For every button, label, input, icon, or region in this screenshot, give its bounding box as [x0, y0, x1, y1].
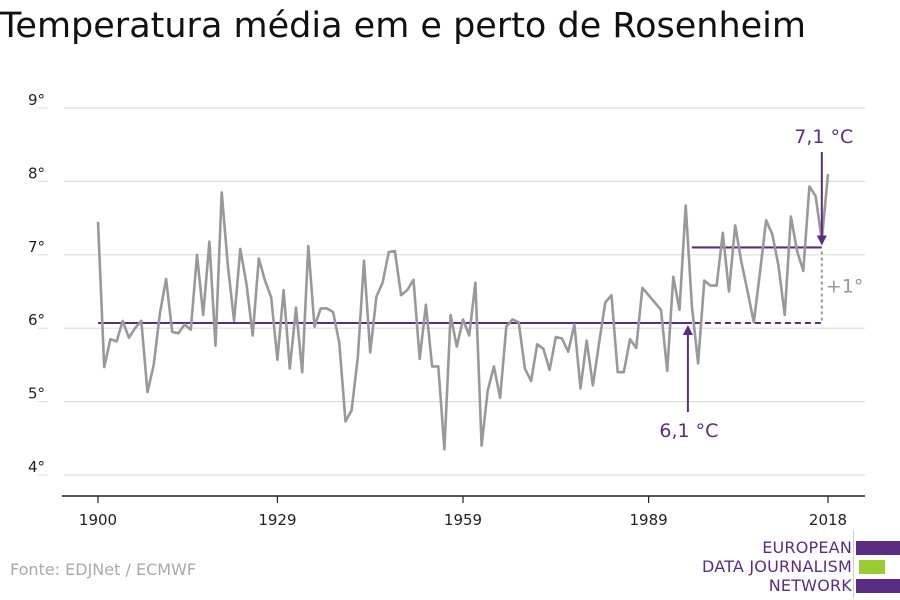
x-tick-label: 2018: [809, 511, 847, 529]
y-axis: 4° 5° 6° 7° 8° 9°: [28, 91, 48, 476]
x-tick-label: 1959: [444, 511, 482, 529]
temperature-line: [96, 173, 830, 451]
logo-line-2: DATA JOURNALISM: [702, 557, 852, 576]
gridlines: [64, 107, 865, 476]
annotation-label-after: 7,1 °C: [794, 126, 853, 148]
annotation-label-before: 6,1 °C: [659, 420, 718, 442]
reference-lines: [98, 246, 823, 325]
y-tick-label: 4°: [28, 458, 45, 476]
x-tick-label: 1989: [629, 511, 667, 529]
x-axis: 1900 1929 1959 1989 2018: [62, 495, 865, 529]
source-note: Fonte: EDJNet / ECMWF: [10, 560, 197, 579]
y-tick-label: 8°: [28, 164, 45, 182]
logo-line-1: EUROPEAN: [762, 538, 852, 557]
y-tick-label: 6°: [28, 311, 45, 329]
annotation-arrowhead-after: [816, 235, 827, 246]
edjnet-logo: EUROPEAN DATA JOURNALISM NETWORK: [700, 530, 900, 598]
x-tick-label: 1900: [79, 511, 117, 529]
series: [96, 173, 830, 451]
difference-label: +1°: [826, 275, 864, 297]
chart-title: Temperatura média em e perto de Rosenhei…: [0, 6, 806, 46]
logo-bar-3: [856, 579, 900, 593]
annotation-arrowhead-before: [682, 325, 693, 336]
y-tick-label: 7°: [28, 238, 45, 256]
logo-divider: [853, 530, 854, 598]
annotations: 7,1 °C 6,1 °C +1°: [659, 126, 863, 442]
y-tick-label: 5°: [28, 385, 45, 403]
y-tick-label: 9°: [28, 91, 45, 109]
x-tick-label: 1929: [258, 511, 296, 529]
logo-bar-2: [859, 560, 885, 574]
logo-line-3: NETWORK: [768, 576, 852, 595]
logo-bar-1: [856, 541, 900, 555]
